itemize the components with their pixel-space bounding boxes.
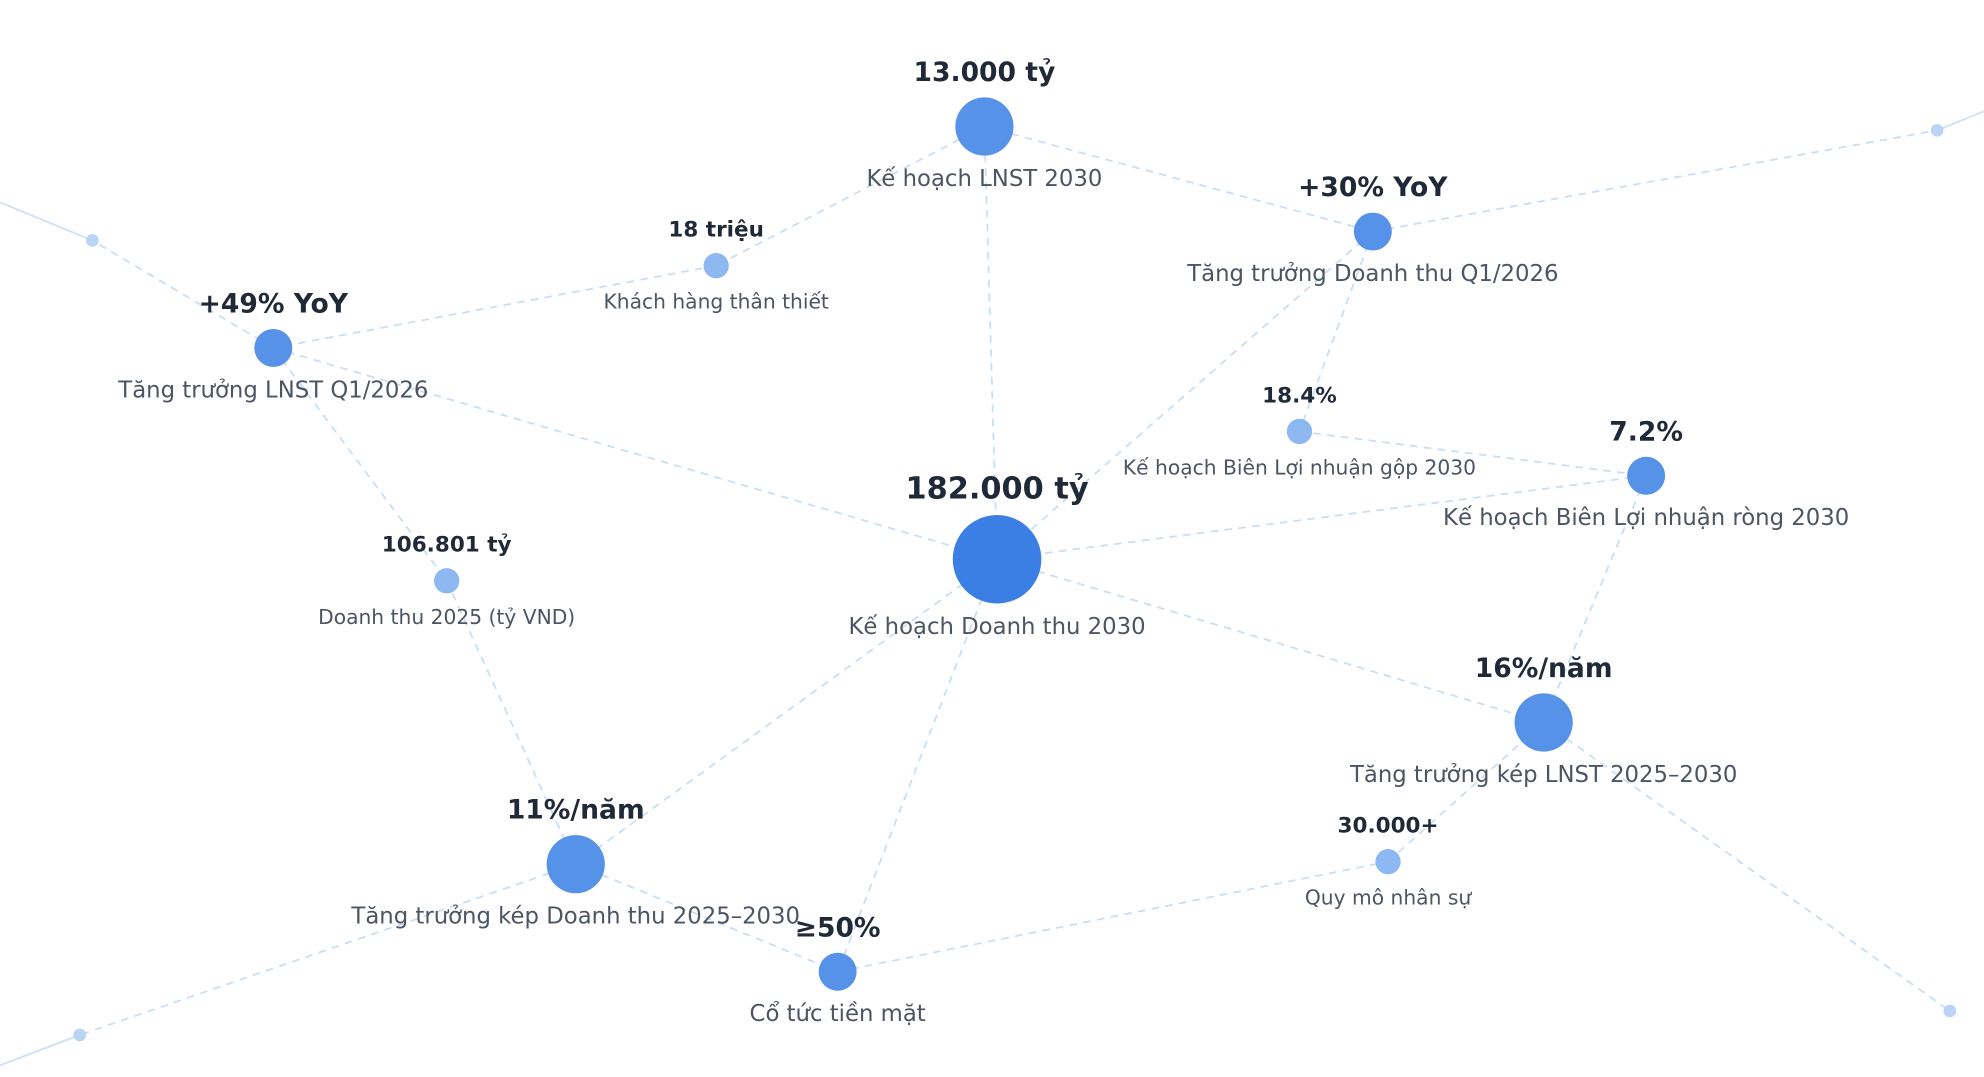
edge	[272, 347, 448, 582]
node: 16%/năm Tăng trưởng kép LNST 2025–2030	[1349, 653, 1737, 788]
edge	[996, 558, 1544, 724]
node-value: 11%/năm	[507, 795, 645, 826]
node-label: Cổ tức tiền mặt	[750, 1001, 926, 1027]
edge	[0, 1034, 81, 1067]
edge	[1372, 129, 1938, 233]
node-label: Tăng trưởng Doanh thu Q1/2026	[1186, 261, 1558, 287]
node: +30% YoY Tăng trưởng Doanh thu Q1/2026	[1186, 172, 1558, 287]
satellite-dot	[1930, 123, 1944, 137]
node-value: 30.000+	[1338, 814, 1439, 839]
edges	[0, 110, 1984, 1067]
edge	[837, 860, 1389, 973]
node-circle	[434, 568, 460, 594]
node-label: Tăng trưởng kép Doanh thu 2025–2030	[350, 904, 800, 930]
edge	[273, 347, 998, 561]
node-circle	[1286, 418, 1313, 445]
node-value: 18 triệu	[668, 218, 764, 243]
node-label: Doanh thu 2025 (tỷ VND)	[318, 605, 575, 629]
edge	[0, 201, 93, 242]
edge	[1387, 721, 1545, 863]
node-circle	[1627, 456, 1666, 495]
node: 182.000 tỷ Kế hoạch Doanh thu 2030	[848, 472, 1145, 640]
satellite-dot	[86, 234, 99, 247]
node: +49% YoY Tăng trưởng LNST Q1/2026	[117, 289, 428, 404]
node-label: Quy mô nhân sự	[1305, 886, 1473, 910]
nodes: 13.000 tỷ Kế hoạch LNST 2030 +30% YoY Tăng …	[73, 57, 1957, 1042]
node-circle	[703, 253, 729, 279]
node: 13.000 tỷ Kế hoạch LNST 2030	[866, 57, 1102, 192]
node-label: Kế hoạch Biên Lợi nhuận ròng 2030	[1443, 505, 1849, 531]
node: 106.801 tỷ Doanh thu 2025 (tỷ VND)	[318, 533, 575, 629]
edge	[836, 558, 998, 973]
node-label: Kế hoạch LNST 2030	[866, 166, 1102, 192]
node: 30.000+ Quy mô nhân sự	[1305, 814, 1473, 910]
node-value: 13.000 tỷ	[914, 57, 1056, 88]
edge	[984, 125, 1374, 233]
node-value: 7.2%	[1609, 416, 1683, 447]
edge	[445, 580, 577, 865]
node-circle	[1375, 848, 1401, 875]
node: ≥50% Cổ tức tiền mặt	[750, 912, 926, 1027]
edge	[273, 264, 717, 349]
node-value: +49% YoY	[199, 289, 349, 320]
edge	[983, 126, 998, 560]
node-circle	[952, 514, 1042, 604]
node: 18 triệu Khách hàng thân thiết	[603, 218, 828, 314]
node-label: Kế hoạch Biên Lợi nhuận gộp 2030	[1123, 455, 1476, 479]
node: 18.4% Kế hoạch Biên Lợi nhuận gộp 2030	[1123, 383, 1476, 479]
node-label: Tăng trưởng LNST Q1/2026	[117, 377, 428, 403]
node: 11%/năm Tăng trưởng kép Doanh thu 2025–20…	[350, 795, 800, 930]
satellite-dot	[73, 1028, 87, 1042]
node-value: +30% YoY	[1298, 172, 1448, 203]
node-value: 18.4%	[1262, 383, 1337, 408]
node-label: Khách hàng thân thiết	[603, 290, 828, 314]
edge	[575, 863, 838, 973]
node-value: 16%/năm	[1475, 653, 1613, 684]
satellite-dot	[1943, 1004, 1957, 1018]
node: 7.2% Kế hoạch Biên Lợi nhuận ròng 2030	[1443, 416, 1849, 531]
edge	[91, 239, 274, 349]
node-label: Tăng trưởng kép LNST 2025–2030	[1349, 762, 1737, 788]
node-value: ≥50%	[795, 912, 881, 943]
node-circle	[254, 328, 293, 367]
edge	[715, 125, 985, 267]
node-label: Kế hoạch Doanh thu 2030	[848, 614, 1145, 640]
node-circle	[818, 952, 857, 991]
node-circle	[955, 97, 1014, 156]
node-value: 182.000 tỷ	[905, 472, 1088, 507]
node-circle	[1514, 693, 1573, 752]
node-value: 106.801 tỷ	[382, 533, 512, 558]
edge	[1299, 430, 1647, 477]
edge	[575, 558, 998, 865]
edge	[79, 863, 577, 1036]
edge	[996, 474, 1647, 561]
edge	[1542, 475, 1647, 723]
edge	[1936, 110, 1984, 132]
node-circle	[546, 835, 605, 894]
node-circle	[1353, 212, 1392, 251]
